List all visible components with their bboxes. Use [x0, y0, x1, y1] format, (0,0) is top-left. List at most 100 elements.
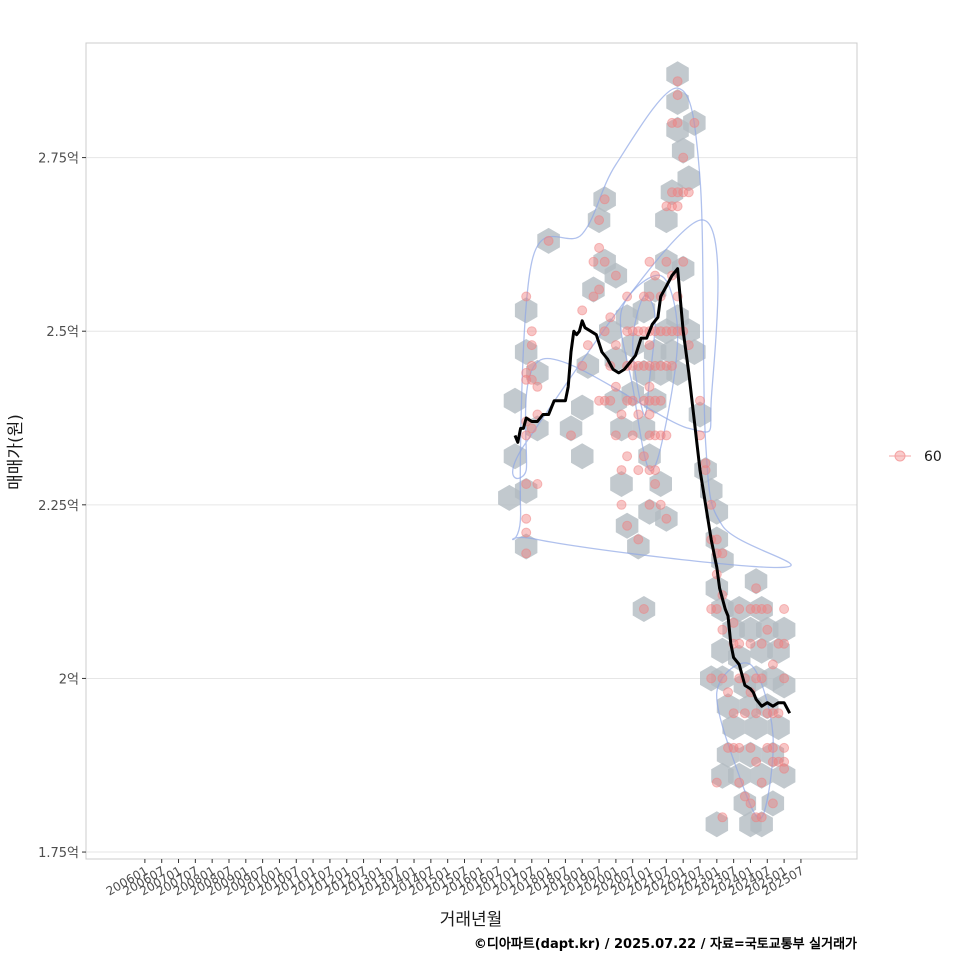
data-point — [599, 326, 610, 337]
hexbin-cell — [621, 380, 644, 407]
data-point — [616, 465, 627, 476]
data-point — [751, 812, 762, 823]
data-point — [734, 777, 745, 788]
data-point — [751, 673, 762, 684]
data-point — [711, 534, 722, 545]
data-point — [616, 409, 627, 420]
y-axis-title: 매매가(원) — [6, 414, 26, 490]
data-point — [588, 256, 599, 267]
data-point — [638, 604, 649, 614]
hexbin-cell — [772, 762, 796, 789]
data-point — [526, 360, 537, 371]
data-point — [521, 374, 532, 385]
hexbin-cell — [733, 790, 757, 817]
data-point — [526, 423, 537, 434]
y-tick-label: 1.75억 — [38, 846, 79, 861]
hexbin-cell — [632, 596, 656, 622]
hexbin-cell — [660, 179, 684, 206]
hexbin-cell — [767, 637, 790, 664]
data-point — [678, 187, 689, 198]
hexbin-cell — [632, 297, 656, 324]
data-point — [734, 604, 745, 614]
data-point — [779, 604, 790, 614]
data-point — [633, 534, 644, 545]
data-point — [779, 673, 790, 684]
data-point — [644, 340, 655, 351]
data-point — [700, 458, 711, 469]
data-point — [756, 638, 767, 649]
hexbin-cell — [649, 471, 672, 497]
data-point — [633, 465, 644, 476]
data-point — [650, 465, 661, 476]
data-point — [745, 798, 756, 809]
hexbin-cell — [610, 471, 633, 497]
data-point — [779, 763, 790, 774]
data-point — [661, 326, 672, 337]
data-point — [655, 360, 666, 371]
hexbin-cell — [750, 762, 773, 789]
data-point — [773, 638, 784, 649]
data-point — [650, 360, 661, 371]
data-point — [672, 76, 683, 87]
hexbin-cell — [671, 137, 695, 164]
data-point — [521, 367, 532, 378]
data-point — [633, 360, 644, 371]
data-point — [532, 381, 543, 392]
trend-line-layer — [513, 267, 792, 714]
hexbin-cell — [571, 394, 594, 421]
data-point — [610, 340, 621, 351]
data-point — [745, 638, 756, 649]
hexbin-cell — [503, 387, 527, 414]
legend-swatch — [894, 450, 906, 462]
data-point — [622, 291, 633, 302]
data-point — [650, 395, 661, 406]
y-tick-label: 2.25억 — [38, 499, 79, 514]
data-point — [717, 812, 728, 823]
data-point — [762, 708, 773, 719]
data-point — [521, 291, 532, 302]
data-point — [767, 798, 778, 809]
hexbin-cell — [627, 533, 650, 560]
data-point — [582, 340, 593, 351]
data-point — [767, 708, 778, 719]
hexbin-cell — [514, 533, 538, 560]
data-point — [762, 624, 773, 635]
data-point — [526, 340, 537, 351]
data-point — [667, 201, 677, 212]
data-point — [521, 548, 532, 559]
data-point — [706, 673, 717, 684]
density-contour — [716, 662, 774, 820]
y-tick-label: 2억 — [59, 672, 79, 687]
data-point — [521, 430, 532, 441]
data-point — [779, 638, 790, 649]
data-point — [672, 90, 683, 101]
legend-label: 60 — [924, 449, 942, 465]
hexbin-cell — [716, 693, 740, 720]
data-point — [650, 270, 661, 281]
data-point — [594, 284, 605, 295]
hexbin-cell — [666, 359, 689, 386]
data-point — [745, 604, 756, 614]
hexbin-cell — [772, 616, 796, 643]
hexbin-cell — [655, 207, 678, 234]
data-point — [667, 326, 677, 337]
data-point — [672, 187, 683, 198]
data-point — [672, 201, 683, 212]
data-point — [638, 451, 649, 462]
hexbin-cell — [610, 415, 633, 442]
data-point — [644, 291, 655, 302]
data-point — [526, 326, 537, 337]
data-point — [723, 742, 733, 753]
data-point — [638, 395, 649, 406]
data-point — [627, 430, 638, 441]
data-point — [661, 513, 672, 524]
hexbin-cell — [514, 339, 538, 365]
data-point — [717, 624, 728, 635]
data-point — [594, 215, 605, 226]
hexbin-cell — [705, 811, 729, 838]
data-point — [638, 291, 649, 302]
data-point — [678, 152, 689, 163]
data-point — [767, 659, 778, 670]
data-point — [728, 742, 739, 753]
